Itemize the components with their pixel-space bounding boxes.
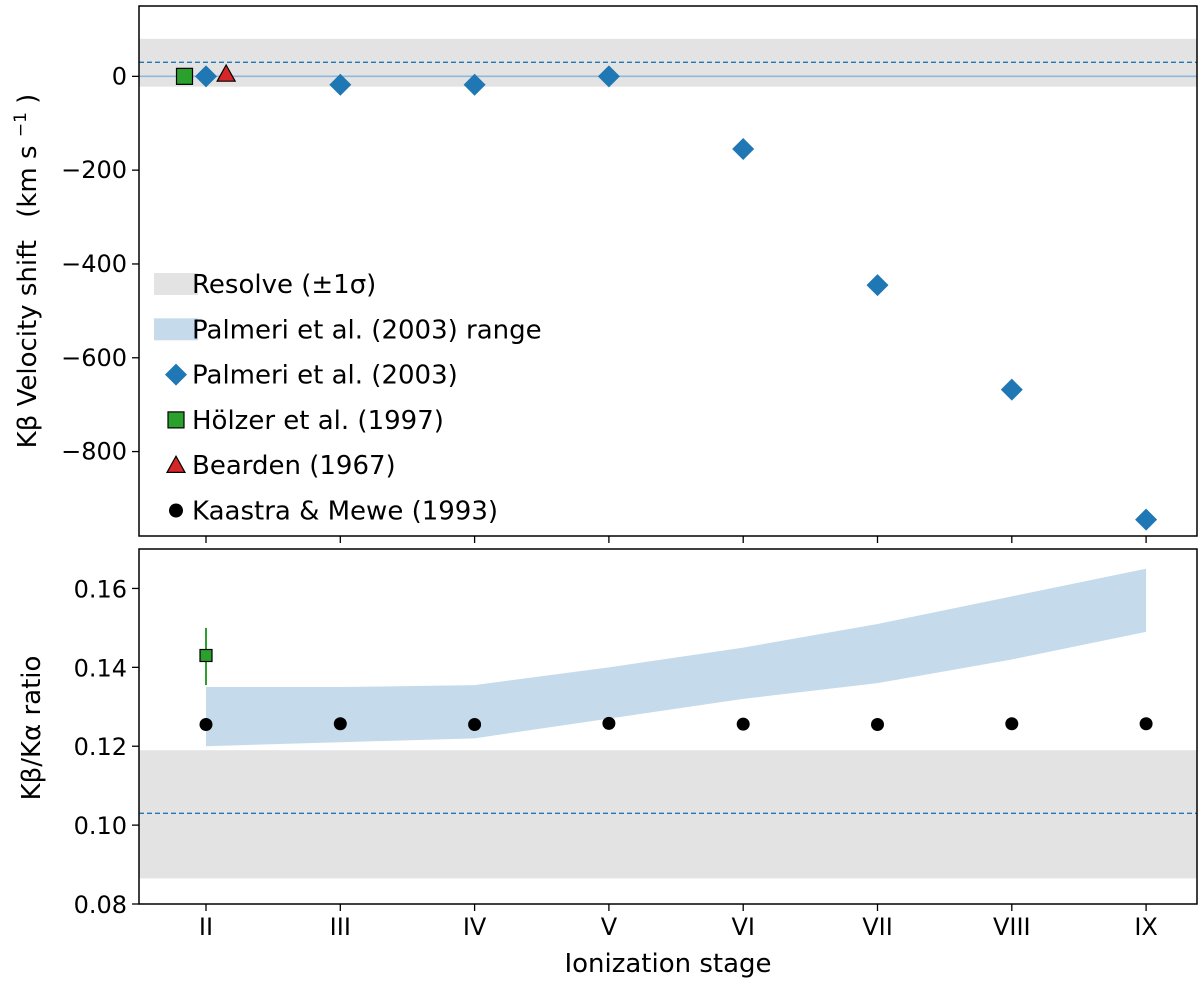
palmeri-point [195,65,217,88]
top-y-axis-label-unit: (km s [13,145,43,217]
legend-label: Palmeri et al. (2003) [192,361,458,391]
x-axis-label: Ionization stage [564,949,771,979]
top-y-axis-label-unit-sup: −1 [11,112,31,137]
legend-marker [154,273,198,295]
x-tick-label: IV [463,913,487,941]
holzer-point [175,67,194,85]
legend-marker [167,411,185,429]
legend-label: Bearden (1967) [192,451,396,481]
bottom-y-tick-label: 0.08 [74,891,127,919]
top-plot-frame [138,5,1198,537]
top-y-axis-label-unit-close: ) [13,94,43,104]
palmeri-point [1135,508,1158,531]
x-tick-label: III [330,913,351,941]
legend-marker [169,503,183,518]
palmeri-point [597,65,620,88]
legend-label: Kaastra & Mewe (1993) [192,497,498,527]
legend-label: Hölzer et al. (1997) [192,406,444,436]
x-tick-label: II [199,913,213,941]
bottom-y-tick-label: 0.16 [74,575,127,603]
bottom-plot-frame [138,548,1198,905]
kaastra-point [199,718,213,732]
legend: Resolve (±1σ) Palmeri et al. (2003) range… [154,270,542,527]
top-y-axis-label: Kβ Velocity shift (km s −1 ) [3,94,43,449]
kaastra-point [468,718,482,732]
legend-label: Palmeri et al. (2003) range [192,315,542,345]
kaastra-point [1139,717,1153,731]
kaastra-point [333,717,347,731]
bearden-point [216,63,237,82]
resolve-band [139,750,1197,879]
palmeri-point [866,274,889,297]
top-y-axis-label-main: Kβ Velocity shift [13,240,43,448]
top-y-tick-label: −200 [61,156,127,184]
kaastra-point [736,717,750,731]
bottom-y-tick-label: 0.10 [74,812,127,840]
palmeri-point [1000,378,1023,401]
top-y-tick-label: −600 [61,344,127,372]
bottom-y-tick-label: 0.14 [74,654,127,682]
bottom-y-axis-label: Kβ/Kα ratio [17,656,47,801]
top-y-tick-label: 0 [112,62,127,90]
legend-marker [165,363,187,386]
legend-marker [165,454,187,473]
bottom-y-tick-label: 0.12 [74,733,127,761]
kaastra-point [1005,717,1019,731]
palmeri-point [329,73,352,96]
top-y-tick-label: −400 [61,250,127,278]
legend-label: Resolve (±1σ) [192,270,376,300]
kaastra-point [602,716,616,730]
velocity-shift-panel: 0 −200 −400 −600 −800 Kβ Velocity shift (km … [3,5,1198,543]
x-tick-label: IX [1134,913,1158,941]
x-tick-label: V [601,913,618,941]
palmeri-point [463,73,486,96]
palmeri-range-band [206,568,1147,747]
x-tick-label: VII [862,913,893,941]
kaastra-point [871,718,884,732]
legend-marker [154,318,198,341]
top-y-tick-label: −800 [61,438,127,466]
x-tick-label: VIII [993,913,1031,941]
x-tick-label: VI [731,913,755,941]
palmeri-point [732,138,755,161]
holzer-point [199,648,213,663]
